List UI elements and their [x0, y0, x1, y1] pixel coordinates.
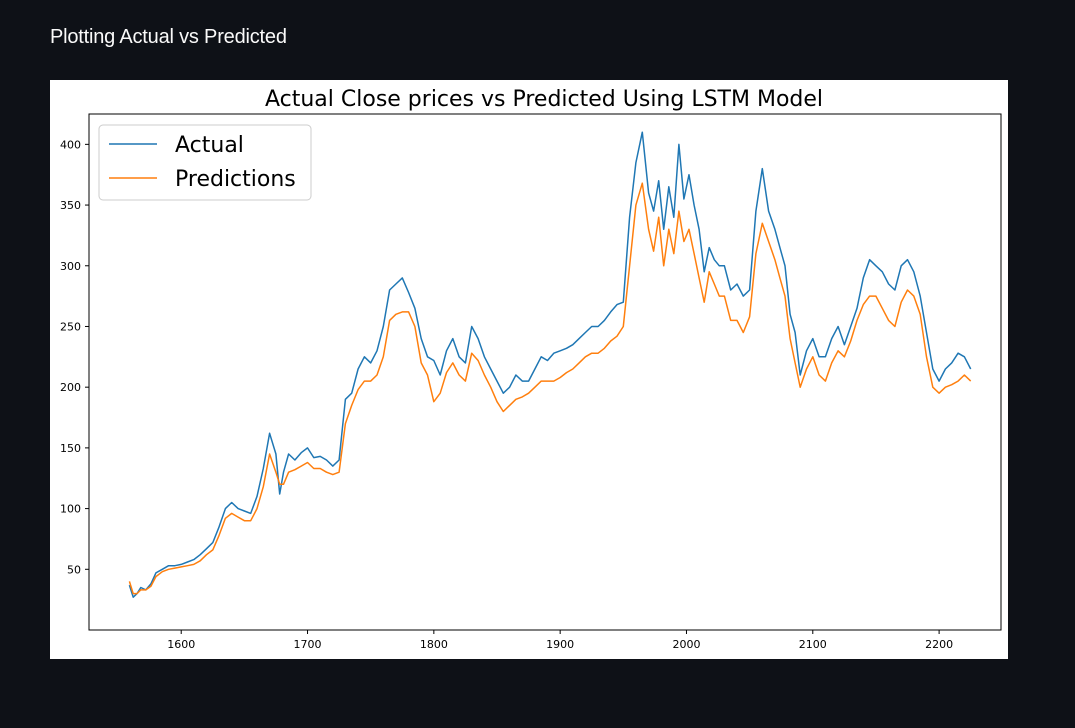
chart-figure: Actual Close prices vs Predicted Using L… — [50, 80, 1008, 659]
x-tick-label: 1800 — [420, 638, 448, 651]
y-tick-label: 300 — [60, 260, 81, 273]
series-line-predictions — [128, 182, 972, 595]
y-tick-label: 200 — [60, 381, 81, 394]
x-tick-label: 1700 — [294, 638, 322, 651]
x-tick-label: 2200 — [925, 638, 953, 651]
y-axis: 50 100 150 200 250 300 350 400 — [60, 138, 89, 576]
x-tick-label: 2000 — [672, 638, 700, 651]
series-line-actual — [128, 131, 972, 598]
legend-label-predictions: Predictions — [175, 167, 296, 192]
y-tick-label: 350 — [60, 199, 81, 212]
y-tick-label: 150 — [60, 442, 81, 455]
y-tick-label: 50 — [67, 563, 81, 576]
legend-label-actual: Actual — [175, 133, 244, 158]
x-tick-label: 1600 — [167, 638, 195, 651]
chart-svg: Actual Close prices vs Predicted Using L… — [60, 87, 1002, 651]
legend: Actual Predictions — [98, 124, 312, 201]
x-axis: 1600 1700 1800 1900 2000 2100 2200 — [167, 630, 953, 651]
series-layer — [128, 131, 972, 598]
x-tick-label: 1900 — [546, 638, 574, 651]
y-tick-label: 400 — [60, 138, 81, 151]
y-tick-label: 100 — [60, 503, 81, 516]
chart-title: Actual Close prices vs Predicted Using L… — [265, 87, 823, 112]
page-heading: Plotting Actual vs Predicted — [50, 26, 287, 48]
x-tick-label: 2100 — [799, 638, 827, 651]
y-tick-label: 250 — [60, 320, 81, 333]
plot-frame — [88, 113, 1002, 631]
